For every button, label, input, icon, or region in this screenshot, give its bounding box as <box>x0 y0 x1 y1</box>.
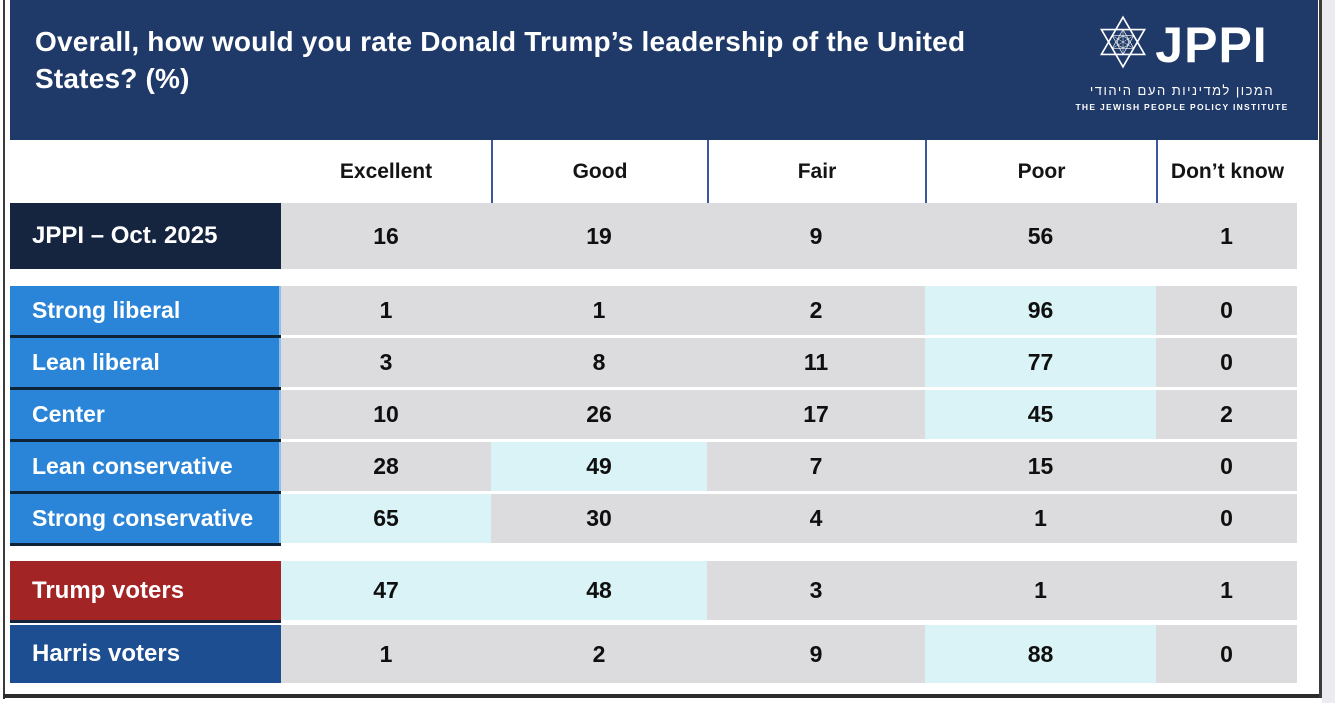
table-cell: 0 <box>1156 286 1297 335</box>
slide-border-right <box>1319 0 1322 698</box>
row-label: Center <box>10 390 281 439</box>
table-cell: 56 <box>925 203 1156 269</box>
row-label: Strong conservative <box>10 494 281 543</box>
results-table: Excellent Good Fair Poor Don’t know JPPI – O… <box>10 140 1318 683</box>
table-cell: 19 <box>491 203 707 269</box>
column-header: Poor <box>925 140 1156 203</box>
table-cell: 1 <box>925 494 1156 543</box>
table-cell: 7 <box>707 442 925 491</box>
row-label: Harris voters <box>10 625 281 683</box>
table-cell: 1 <box>1156 203 1297 269</box>
table-cell: 47 <box>281 561 491 620</box>
table-cell: 28 <box>281 442 491 491</box>
column-header: Don’t know <box>1156 140 1297 203</box>
row-label: Lean conservative <box>10 442 281 491</box>
table-cell: 8 <box>491 338 707 387</box>
slide-border-bottom <box>3 694 1322 698</box>
row-label: Lean liberal <box>10 338 281 387</box>
page-background-strip <box>1322 0 1335 703</box>
table-cell: 30 <box>491 494 707 543</box>
slide-border-left <box>3 0 5 699</box>
table-row: Trump voters 47 48 3 1 1 <box>10 561 1318 620</box>
table-cell: 11 <box>707 338 925 387</box>
logo-row: JPPI <box>1060 14 1304 75</box>
table-cell: 1 <box>281 625 491 683</box>
row-label: Strong liberal <box>10 286 281 335</box>
table-cell: 65 <box>281 494 491 543</box>
table-cell: 4 <box>707 494 925 543</box>
table-body: JPPI – Oct. 2025 16 19 9 56 1 Strong liberal 1 1… <box>10 203 1318 683</box>
star-of-david-icon <box>1096 14 1150 75</box>
table-row: Center 10 26 17 45 2 <box>10 390 1318 439</box>
slide-content: Overall, how would you rate Donald Trump… <box>10 0 1318 683</box>
table-cell: 0 <box>1156 494 1297 543</box>
table-row: Lean conservative 28 49 7 15 0 <box>10 442 1318 491</box>
column-headers: Excellent Good Fair Poor Don’t know <box>281 140 1318 203</box>
table-row: Strong conservative 65 30 4 1 0 <box>10 494 1318 543</box>
table-cell: 9 <box>707 203 925 269</box>
table-row: Strong liberal 1 1 2 96 0 <box>10 286 1318 335</box>
table-cell: 9 <box>707 625 925 683</box>
table-cell: 2 <box>1156 390 1297 439</box>
table-cell: 45 <box>925 390 1156 439</box>
column-header: Good <box>491 140 707 203</box>
table-row: JPPI – Oct. 2025 16 19 9 56 1 <box>10 203 1318 269</box>
column-header: Excellent <box>339 159 433 183</box>
table-cell: 3 <box>707 561 925 620</box>
table-cell: 0 <box>1156 442 1297 491</box>
table-cell: 48 <box>491 561 707 620</box>
table-cell: 1 <box>491 286 707 335</box>
table-cell: 17 <box>707 390 925 439</box>
table-cell: 77 <box>925 338 1156 387</box>
table-cell: 10 <box>281 390 491 439</box>
logo-acronym: JPPI <box>1155 16 1268 73</box>
table-cell: 15 <box>925 442 1156 491</box>
logo-hebrew-text: המכון למדיניות העם היהודי <box>1089 83 1275 98</box>
page-title: Overall, how would you rate Donald Trump… <box>35 26 966 95</box>
table-cell: 0 <box>1156 338 1297 387</box>
row-label: Trump voters <box>10 561 281 620</box>
table-cell: 2 <box>491 625 707 683</box>
table-cell: 49 <box>491 442 707 491</box>
logo-english-text: THE JEWISH PEOPLE POLICY INSTITUTE <box>1075 102 1289 112</box>
table-row: Harris voters 1 2 9 88 0 <box>10 625 1318 683</box>
table-cell: 0 <box>1156 625 1297 683</box>
table-cell: 3 <box>281 338 491 387</box>
table-cell: 1 <box>281 286 491 335</box>
table-cell: 2 <box>707 286 925 335</box>
table-cell: 1 <box>1156 561 1297 620</box>
table-cell: 26 <box>491 390 707 439</box>
table-row: Lean liberal 3 8 11 77 0 <box>10 338 1318 387</box>
table-cell: 88 <box>925 625 1156 683</box>
table-cell: 1 <box>925 561 1156 620</box>
jppi-logo: JPPI המכון למדיניות העם היהודי THE JEWIS… <box>1060 14 1304 112</box>
row-label: JPPI – Oct. 2025 <box>10 203 281 269</box>
header-band: Overall, how would you rate Donald Trump… <box>10 0 1318 140</box>
table-cell: 16 <box>281 203 491 269</box>
table-cell: 96 <box>925 286 1156 335</box>
column-header: Fair <box>707 140 925 203</box>
